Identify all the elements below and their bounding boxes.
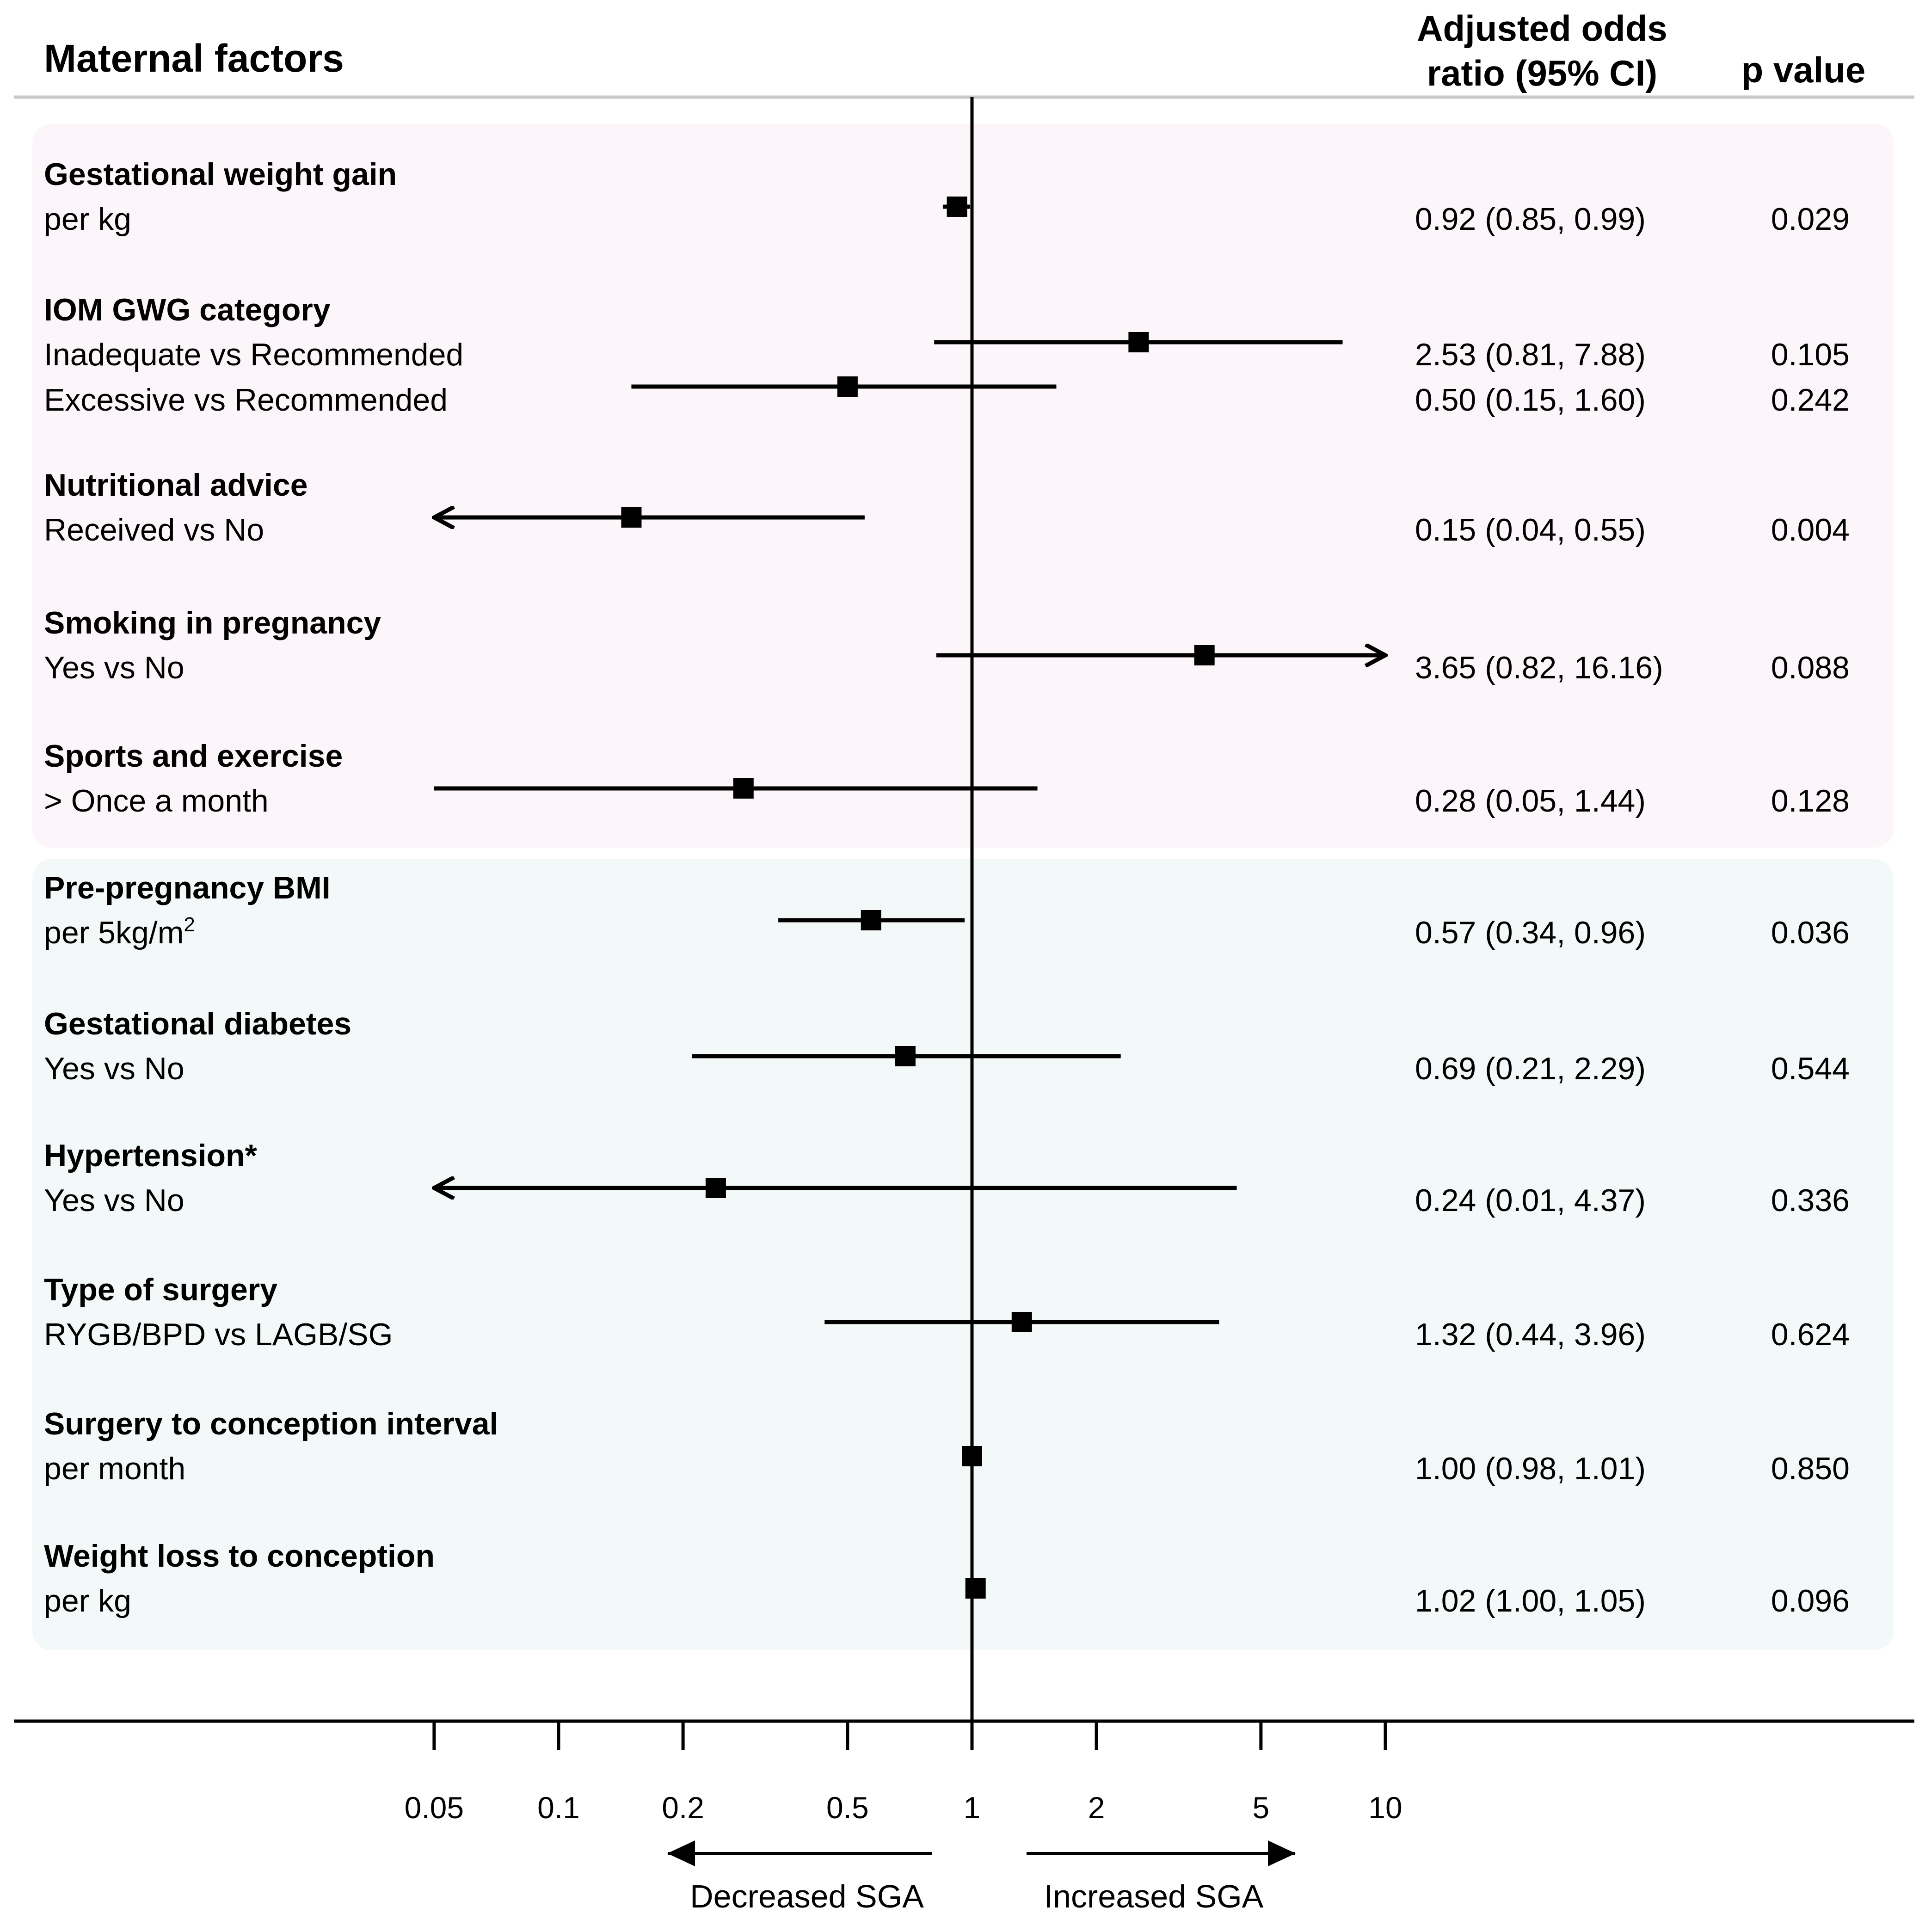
point-estimate [1194,645,1215,665]
row-label: Received vs No [44,512,264,548]
odds-ratio-ci-text: 0.28 (0.05, 1.44) [1415,783,1646,818]
group-label: IOM GWG category [44,292,331,327]
or-column-header-line1: Adjusted odds [1417,8,1667,49]
group-label: Gestational diabetes [44,1006,351,1041]
p-column-header: p value [1741,49,1866,90]
group-label: Type of surgery [44,1272,277,1307]
p-value-text: 0.004 [1771,512,1850,548]
x-tick-label: 0.2 [662,1790,704,1825]
row-label: per 5kg/m2 [44,913,195,950]
panel-pre-pregnancy-factors [32,859,1894,1650]
group-label: Weight loss to conception [44,1538,435,1574]
x-tick-label: 5 [1253,1790,1270,1825]
p-value-text: 0.544 [1771,1051,1850,1086]
odds-ratio-ci-text: 1.32 (0.44, 3.96) [1415,1317,1646,1352]
p-value-text: 0.128 [1771,783,1850,818]
point-estimate [837,376,858,397]
or-column-header-line2: ratio (95% CI) [1427,53,1657,93]
x-tick-label: 0.5 [826,1790,869,1825]
row-label: RYGB/BPD vs LAGB/SG [44,1317,393,1352]
point-estimate [947,197,967,217]
group-label: Hypertension* [44,1138,258,1173]
x-tick-label: 1 [964,1790,981,1825]
row-label: per month [44,1451,185,1486]
point-estimate [705,1178,726,1198]
row-label: Yes vs No [44,650,185,685]
p-value-text: 0.036 [1771,915,1850,950]
x-tick-label: 2 [1088,1790,1105,1825]
p-value-text: 0.242 [1771,382,1850,418]
odds-ratio-ci-text: 0.24 (0.01, 4.37) [1415,1183,1646,1218]
row-label: per kg [44,1583,131,1618]
group-label: Surgery to conception interval [44,1406,498,1441]
decreased-label: Decreased SGA [690,1878,924,1914]
odds-ratio-ci-text: 2.53 (0.81, 7.88) [1415,337,1646,372]
x-tick-label: 0.05 [405,1790,464,1825]
group-label: Nutritional advice [44,468,308,503]
point-estimate [861,910,881,930]
odds-ratio-ci-text: 0.69 (0.21, 2.29) [1415,1051,1646,1086]
x-tick-label: 0.1 [537,1790,580,1825]
point-estimate [1011,1312,1032,1332]
x-tick-label: 10 [1368,1790,1402,1825]
p-value-text: 0.096 [1771,1583,1850,1618]
odds-ratio-ci-text: 1.00 (0.98, 1.01) [1415,1451,1646,1486]
row-label: per kg [44,202,131,237]
panel-pregnancy-factors [32,124,1894,848]
row-label: Excessive vs Recommended [44,382,448,418]
p-value-text: 0.624 [1771,1317,1850,1352]
p-value-text: 0.336 [1771,1183,1850,1218]
p-value-text: 0.029 [1771,202,1850,237]
point-estimate [621,507,642,528]
odds-ratio-ci-text: 0.92 (0.85, 0.99) [1415,202,1646,237]
row-label: Yes vs No [44,1051,185,1086]
point-estimate [965,1578,986,1599]
row-label: > Once a month [44,783,269,818]
row-label: Yes vs No [44,1183,185,1218]
point-estimate [895,1046,916,1066]
chart-title: Maternal factors [44,37,344,80]
odds-ratio-ci-text: 1.02 (1.00, 1.05) [1415,1583,1646,1618]
odds-ratio-ci-text: 0.50 (0.15, 1.60) [1415,382,1646,418]
point-estimate [733,778,754,799]
group-label: Gestational weight gain [44,157,397,192]
odds-ratio-ci-text: 0.15 (0.04, 0.55) [1415,512,1646,548]
p-value-text: 0.850 [1771,1451,1850,1486]
group-label: Pre-pregnancy BMI [44,870,331,905]
odds-ratio-ci-text: 0.57 (0.34, 0.96) [1415,915,1646,950]
odds-ratio-ci-text: 3.65 (0.82, 16.16) [1415,650,1663,685]
p-value-text: 0.088 [1771,650,1850,685]
group-label: Sports and exercise [44,738,343,774]
group-label: Smoking in pregnancy [44,605,381,640]
point-estimate [1128,332,1149,352]
p-value-text: 0.105 [1771,337,1850,372]
row-label: Inadequate vs Recommended [44,337,463,372]
increased-label: Increased SGA [1044,1878,1264,1914]
